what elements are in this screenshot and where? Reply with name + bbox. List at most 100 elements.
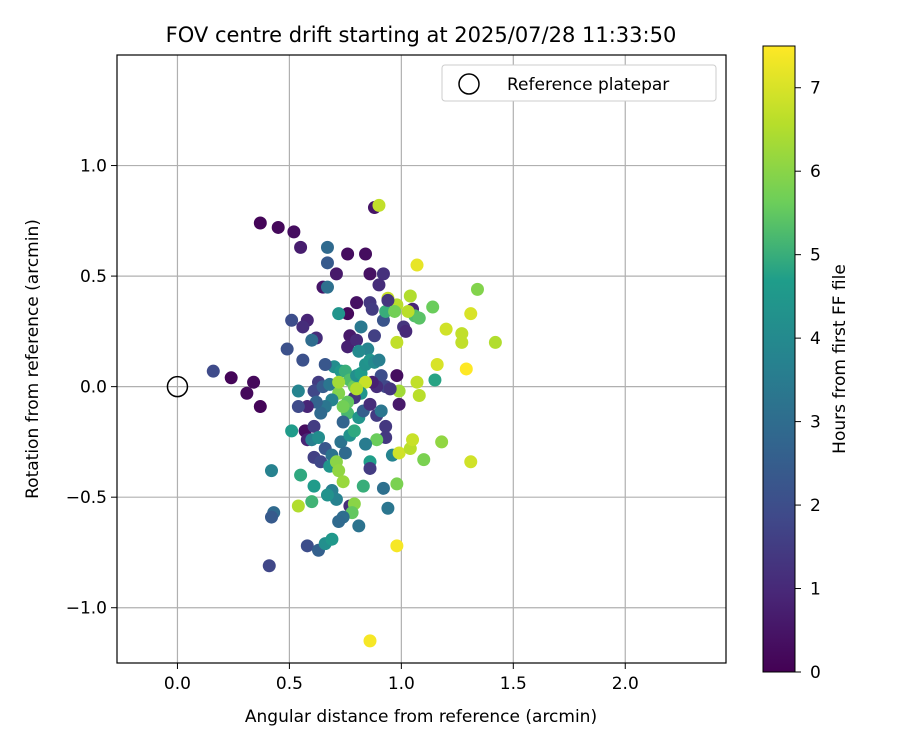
data-point [392, 446, 406, 460]
data-point [428, 373, 442, 387]
data-point [312, 430, 326, 444]
y-tick-label: −1.0 [66, 599, 107, 619]
data-point [240, 386, 254, 400]
data-point [459, 362, 473, 376]
data-point [381, 501, 395, 515]
data-point [294, 240, 308, 254]
x-tick-label: 0.5 [276, 674, 303, 694]
data-point [390, 477, 404, 491]
y-axis-label: Rotation from reference (arcmin) [23, 219, 43, 499]
data-point [376, 481, 390, 495]
data-point [410, 258, 424, 272]
data-point [264, 464, 278, 478]
data-point [372, 198, 386, 212]
data-points [206, 198, 502, 648]
data-point [307, 479, 321, 493]
data-point [334, 435, 348, 449]
x-axis-label: Angular distance from reference (arcmin) [245, 707, 597, 727]
data-point [294, 468, 308, 482]
data-point [350, 382, 364, 396]
data-point [332, 375, 346, 389]
data-point [329, 267, 343, 281]
data-point [406, 433, 420, 447]
data-point [341, 247, 355, 261]
data-point [430, 358, 444, 372]
data-point [354, 320, 368, 334]
legend-box [441, 64, 717, 102]
legend-entry: Reference platepar [507, 75, 669, 95]
data-point [341, 340, 355, 354]
data-point [399, 324, 413, 338]
data-point [363, 267, 377, 281]
data-point [291, 384, 305, 398]
data-point [338, 446, 352, 460]
x-tick-label: 1.0 [388, 674, 415, 694]
legend-marker-icon [458, 73, 480, 95]
colorbar [762, 45, 796, 673]
data-point [464, 307, 478, 321]
data-point [403, 289, 417, 303]
data-point [332, 307, 346, 321]
data-point [417, 453, 431, 467]
data-point [352, 519, 366, 533]
data-point [247, 375, 261, 389]
data-point [426, 300, 440, 314]
x-tick-label: 2.0 [612, 674, 639, 694]
data-point [374, 404, 388, 418]
colorbar-tick-label: 1 [810, 580, 821, 600]
data-point [332, 464, 346, 478]
data-point [363, 397, 377, 411]
data-point [318, 358, 332, 372]
data-point [390, 369, 404, 383]
y-tick-label: 0.5 [80, 267, 107, 287]
data-point [332, 515, 346, 529]
colorbar-tick-label: 6 [810, 162, 821, 182]
data-point [359, 437, 373, 451]
data-point [372, 278, 386, 292]
data-point [464, 455, 478, 469]
data-point [280, 342, 294, 356]
y-tick-label: 0.0 [80, 378, 107, 398]
data-point [439, 322, 453, 336]
x-tick-label: 0.0 [164, 674, 191, 694]
data-point [374, 369, 388, 383]
legend: Reference platepar [441, 64, 717, 102]
colorbar-tick-label: 0 [810, 663, 821, 683]
reference-platepar-marker [166, 375, 189, 398]
data-point [350, 333, 364, 347]
data-point [363, 634, 377, 648]
data-point [410, 375, 424, 389]
data-point [314, 406, 328, 420]
data-point [359, 247, 373, 261]
data-point [350, 296, 364, 310]
data-point [412, 311, 426, 325]
colorbar-tick-label: 5 [810, 246, 821, 266]
colorbar-ticks: 0 1 2 3 4 5 6 7 [795, 79, 821, 683]
data-point [388, 304, 402, 318]
grid-lines [117, 55, 726, 663]
colorbar-tick-label: 4 [810, 329, 821, 349]
plot-frame [116, 54, 727, 664]
data-point [305, 495, 319, 509]
colorbar-tick-label: 2 [810, 496, 821, 516]
data-point [470, 282, 484, 296]
x-tick-label: 1.5 [500, 674, 527, 694]
data-point [363, 461, 377, 475]
data-point [296, 320, 310, 334]
data-point [347, 424, 361, 438]
data-point [390, 335, 404, 349]
data-point [262, 559, 276, 573]
data-point [206, 364, 220, 378]
data-point [372, 353, 386, 367]
colorbar-tick-label: 7 [810, 79, 821, 99]
data-point [320, 280, 334, 294]
data-point [370, 433, 384, 447]
data-point [291, 400, 305, 414]
y-tick-label: 1.0 [80, 157, 107, 177]
data-point [224, 371, 238, 385]
data-point [271, 220, 285, 234]
data-point [325, 532, 339, 546]
data-point [365, 302, 379, 316]
data-point [320, 256, 334, 270]
y-axis-ticks: 1.0 0.5 0.0 −0.5 −1.0 [66, 157, 117, 619]
